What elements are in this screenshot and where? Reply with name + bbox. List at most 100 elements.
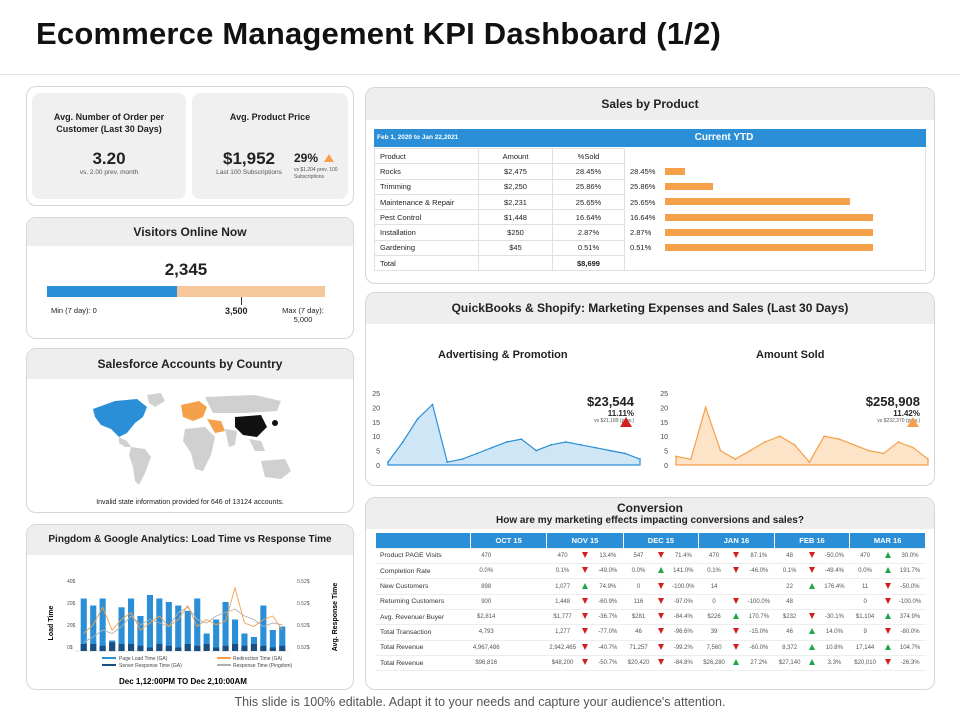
month-header: JAN 16 [699,533,775,548]
area-point [720,450,722,452]
pingdom-card: Pingdom & Google Analytics: Load Time vs… [26,524,354,690]
metric-change: 27.2% [744,655,775,670]
area-point [764,441,766,443]
metric-change [819,594,850,609]
sold-label: Amount Sold [756,349,824,361]
metric-value: 9 [850,625,881,640]
server-response-bar [270,648,276,652]
server-response-bar [137,646,143,651]
metric-change: -80.0% [895,625,926,640]
pingdom-left-tick: 20$ [67,601,76,607]
metric-value: $281 [623,609,654,624]
metric-value: 0.1% [547,564,579,579]
area-point [912,447,914,449]
y-tick-label: 15 [660,420,668,427]
avg-price-change: 29% [294,151,318,165]
trend-down-icon [582,552,588,558]
metric-value: $27,140 [774,655,805,670]
sbp-bar-label: 28.45% [630,167,655,176]
pingdom-left-tick: 20$ [67,623,76,629]
visitors-title: Visitors Online Now [27,218,353,246]
metric-change: 10.8% [819,640,850,655]
trend-up-icon [885,644,891,650]
area-point [476,453,478,455]
server-response-bar [185,644,191,651]
metric-value: $20,420 [623,655,654,670]
server-response-bar [156,644,162,651]
metric-change: -49.0% [592,564,623,579]
kpi-card: Avg. Number of Order per Customer (Last … [26,86,354,206]
metric-value: 11 [850,579,881,594]
y-tick-label: 25 [372,391,380,398]
y-tick-label: 10 [660,434,668,441]
trend-down-icon [658,659,664,665]
metric-value: $48,200 [547,655,579,670]
sbp-date-range: Feb 1, 2020 to Jan 22,2021 [377,134,458,141]
trend-down-icon [809,613,815,619]
trend-up-icon [809,583,815,589]
area-point [868,450,870,452]
area-point [550,444,552,446]
server-response-bar [90,644,96,651]
metric-change: -50.0% [819,548,850,563]
metric-change: -40.7% [592,640,623,655]
area-point [838,438,840,440]
table-row: Gardening $45 0.51% 0.51% [375,240,926,255]
page-load-bar [260,606,266,652]
map-middle-east [207,419,225,433]
table-row: Installation $250 2.87% 2.87% [375,225,926,240]
map-japan [272,420,278,426]
metric-value: $26,280 [699,655,730,670]
sbp-bar-label: 16.64% [630,213,655,222]
area-point [675,456,677,458]
metric-value: 547 [623,548,654,563]
metric-value: 470 [547,548,579,563]
metric-label: Product PAGE Visits [376,548,470,563]
area-point [809,461,811,463]
metric-change [516,640,547,655]
area-point [823,435,825,437]
area-point [535,450,537,452]
metric-value: 0.1% [774,564,805,579]
page-title: Ecommerce Management KPI Dashboard (1/2) [36,16,721,52]
triangle-up-icon [907,417,919,427]
visitors-card: Visitors Online Now 2,345 Min (7 day): 0… [26,217,354,339]
trend-down-icon [658,598,664,604]
metric-value: $1,104 [850,609,881,624]
trend-up-icon [733,613,739,619]
metric-value: 17,144 [850,640,881,655]
metric-change [516,564,547,579]
area-point [580,444,582,446]
area-point [734,458,736,460]
metric-value: $96,816 [470,655,502,670]
trend-down-icon [733,644,739,650]
metric-change: 141.0% [668,564,699,579]
map-central-america [119,437,131,447]
sbp-amount: $2,475 [479,164,553,179]
pingdom-legend: Page Load Time (GA) [119,656,168,662]
pingdom-right-tick: 0.52$ [297,645,310,651]
sbp-sold: 2.87% [553,225,625,240]
page-load-bar [137,616,143,651]
metric-value: 0.0% [850,564,881,579]
trend-up-icon [582,583,588,589]
table-row: Product PAGE Visits47047013.4%54771.4%47… [376,548,926,563]
y-tick-label: 5 [376,449,380,456]
trend-down-icon [658,583,664,589]
table-row: Product Amount %Sold [375,149,926,164]
month-header: OCT 15 [470,533,546,548]
server-response-bar [100,646,106,651]
metric-change: -97.0% [668,594,699,609]
map-africa [183,427,215,471]
metric-value: 0.0% [623,564,654,579]
map-india [225,429,237,447]
sbp-amount: $45 [479,240,553,255]
metric-change: -46.0% [744,564,775,579]
metric-value: 0.1% [699,564,730,579]
area-point [927,458,929,460]
table-row: Rocks $2,475 28.45% 28.45% [375,164,926,179]
trend-up-icon [658,567,664,573]
metric-change [516,609,547,624]
legend-swatch [217,657,231,659]
table-row: Returning Customers9001,448-60.9%116-97.… [376,594,926,609]
